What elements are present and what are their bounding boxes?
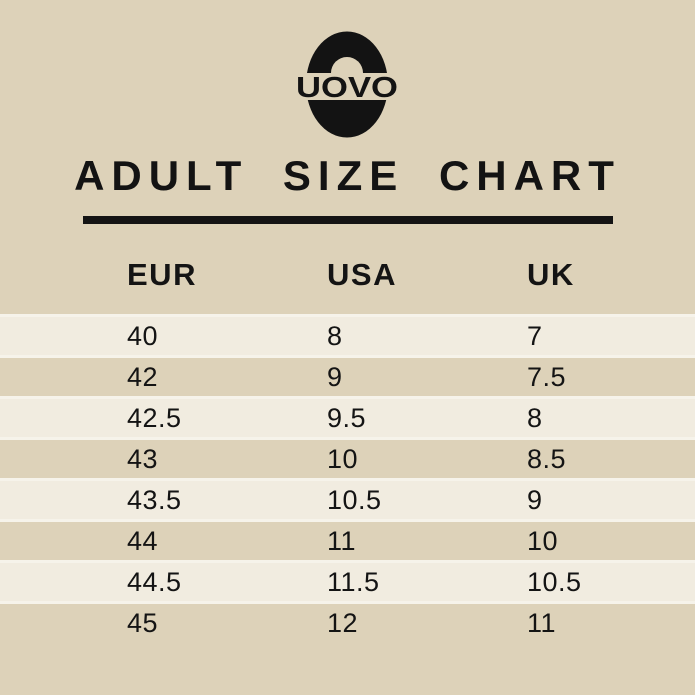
uovo-logo: UOVO	[287, 31, 407, 138]
size-table: 40 8 7 42 9 7.5 42.5 9.5 8 43 10 8.5 43.…	[0, 314, 695, 642]
cell-usa: 8	[327, 320, 343, 351]
cell-usa: 11	[327, 525, 357, 556]
table-row: 43.5 10.5 9	[0, 478, 695, 519]
uovo-egg-logo-icon: UOVO	[287, 31, 407, 138]
cell-usa: 10.5	[327, 484, 382, 515]
cell-usa: 9.5	[327, 402, 367, 433]
column-header-usa: USA	[327, 257, 397, 292]
table-row: 45 12 11	[0, 601, 695, 642]
cell-eur: 43.5	[127, 484, 182, 515]
cell-eur: 42.5	[127, 402, 182, 433]
cell-uk: 11	[527, 607, 557, 638]
table-row: 40 8 7	[0, 314, 695, 355]
cell-usa: 10	[327, 443, 359, 474]
cell-eur: 45	[127, 607, 159, 638]
cell-uk: 10.5	[527, 566, 582, 597]
cell-usa: 11.5	[327, 566, 380, 597]
table-row: 44 11 10	[0, 519, 695, 560]
table-row: 43 10 8.5	[0, 437, 695, 478]
cell-uk: 8.5	[527, 443, 567, 474]
cell-uk: 9	[527, 484, 543, 515]
column-header-eur: EUR	[127, 257, 197, 292]
cell-uk: 7	[527, 320, 543, 351]
page-title: ADULT SIZE CHART	[74, 152, 621, 199]
table-row: 42 9 7.5	[0, 355, 695, 396]
cell-usa: 12	[327, 607, 359, 638]
cell-uk: 10	[527, 525, 559, 556]
cell-uk: 7.5	[527, 361, 567, 392]
logo-band	[287, 73, 407, 100]
title-underline	[82, 216, 613, 224]
cell-eur: 42	[127, 361, 159, 392]
table-row: 44.5 11.5 10.5	[0, 560, 695, 601]
cell-eur: 44.5	[127, 566, 182, 597]
logo-dome-arch	[331, 57, 363, 73]
cell-uk: 8	[527, 402, 543, 433]
cell-eur: 44	[127, 525, 159, 556]
cell-usa: 9	[327, 361, 343, 392]
cell-eur: 40	[127, 320, 159, 351]
logo-wordmark: UOVO	[296, 72, 398, 104]
table-header-row: EUR USA UK	[0, 254, 695, 296]
table-row: 42.5 9.5 8	[0, 396, 695, 437]
column-header-uk: UK	[527, 257, 575, 292]
cell-eur: 43	[127, 443, 159, 474]
